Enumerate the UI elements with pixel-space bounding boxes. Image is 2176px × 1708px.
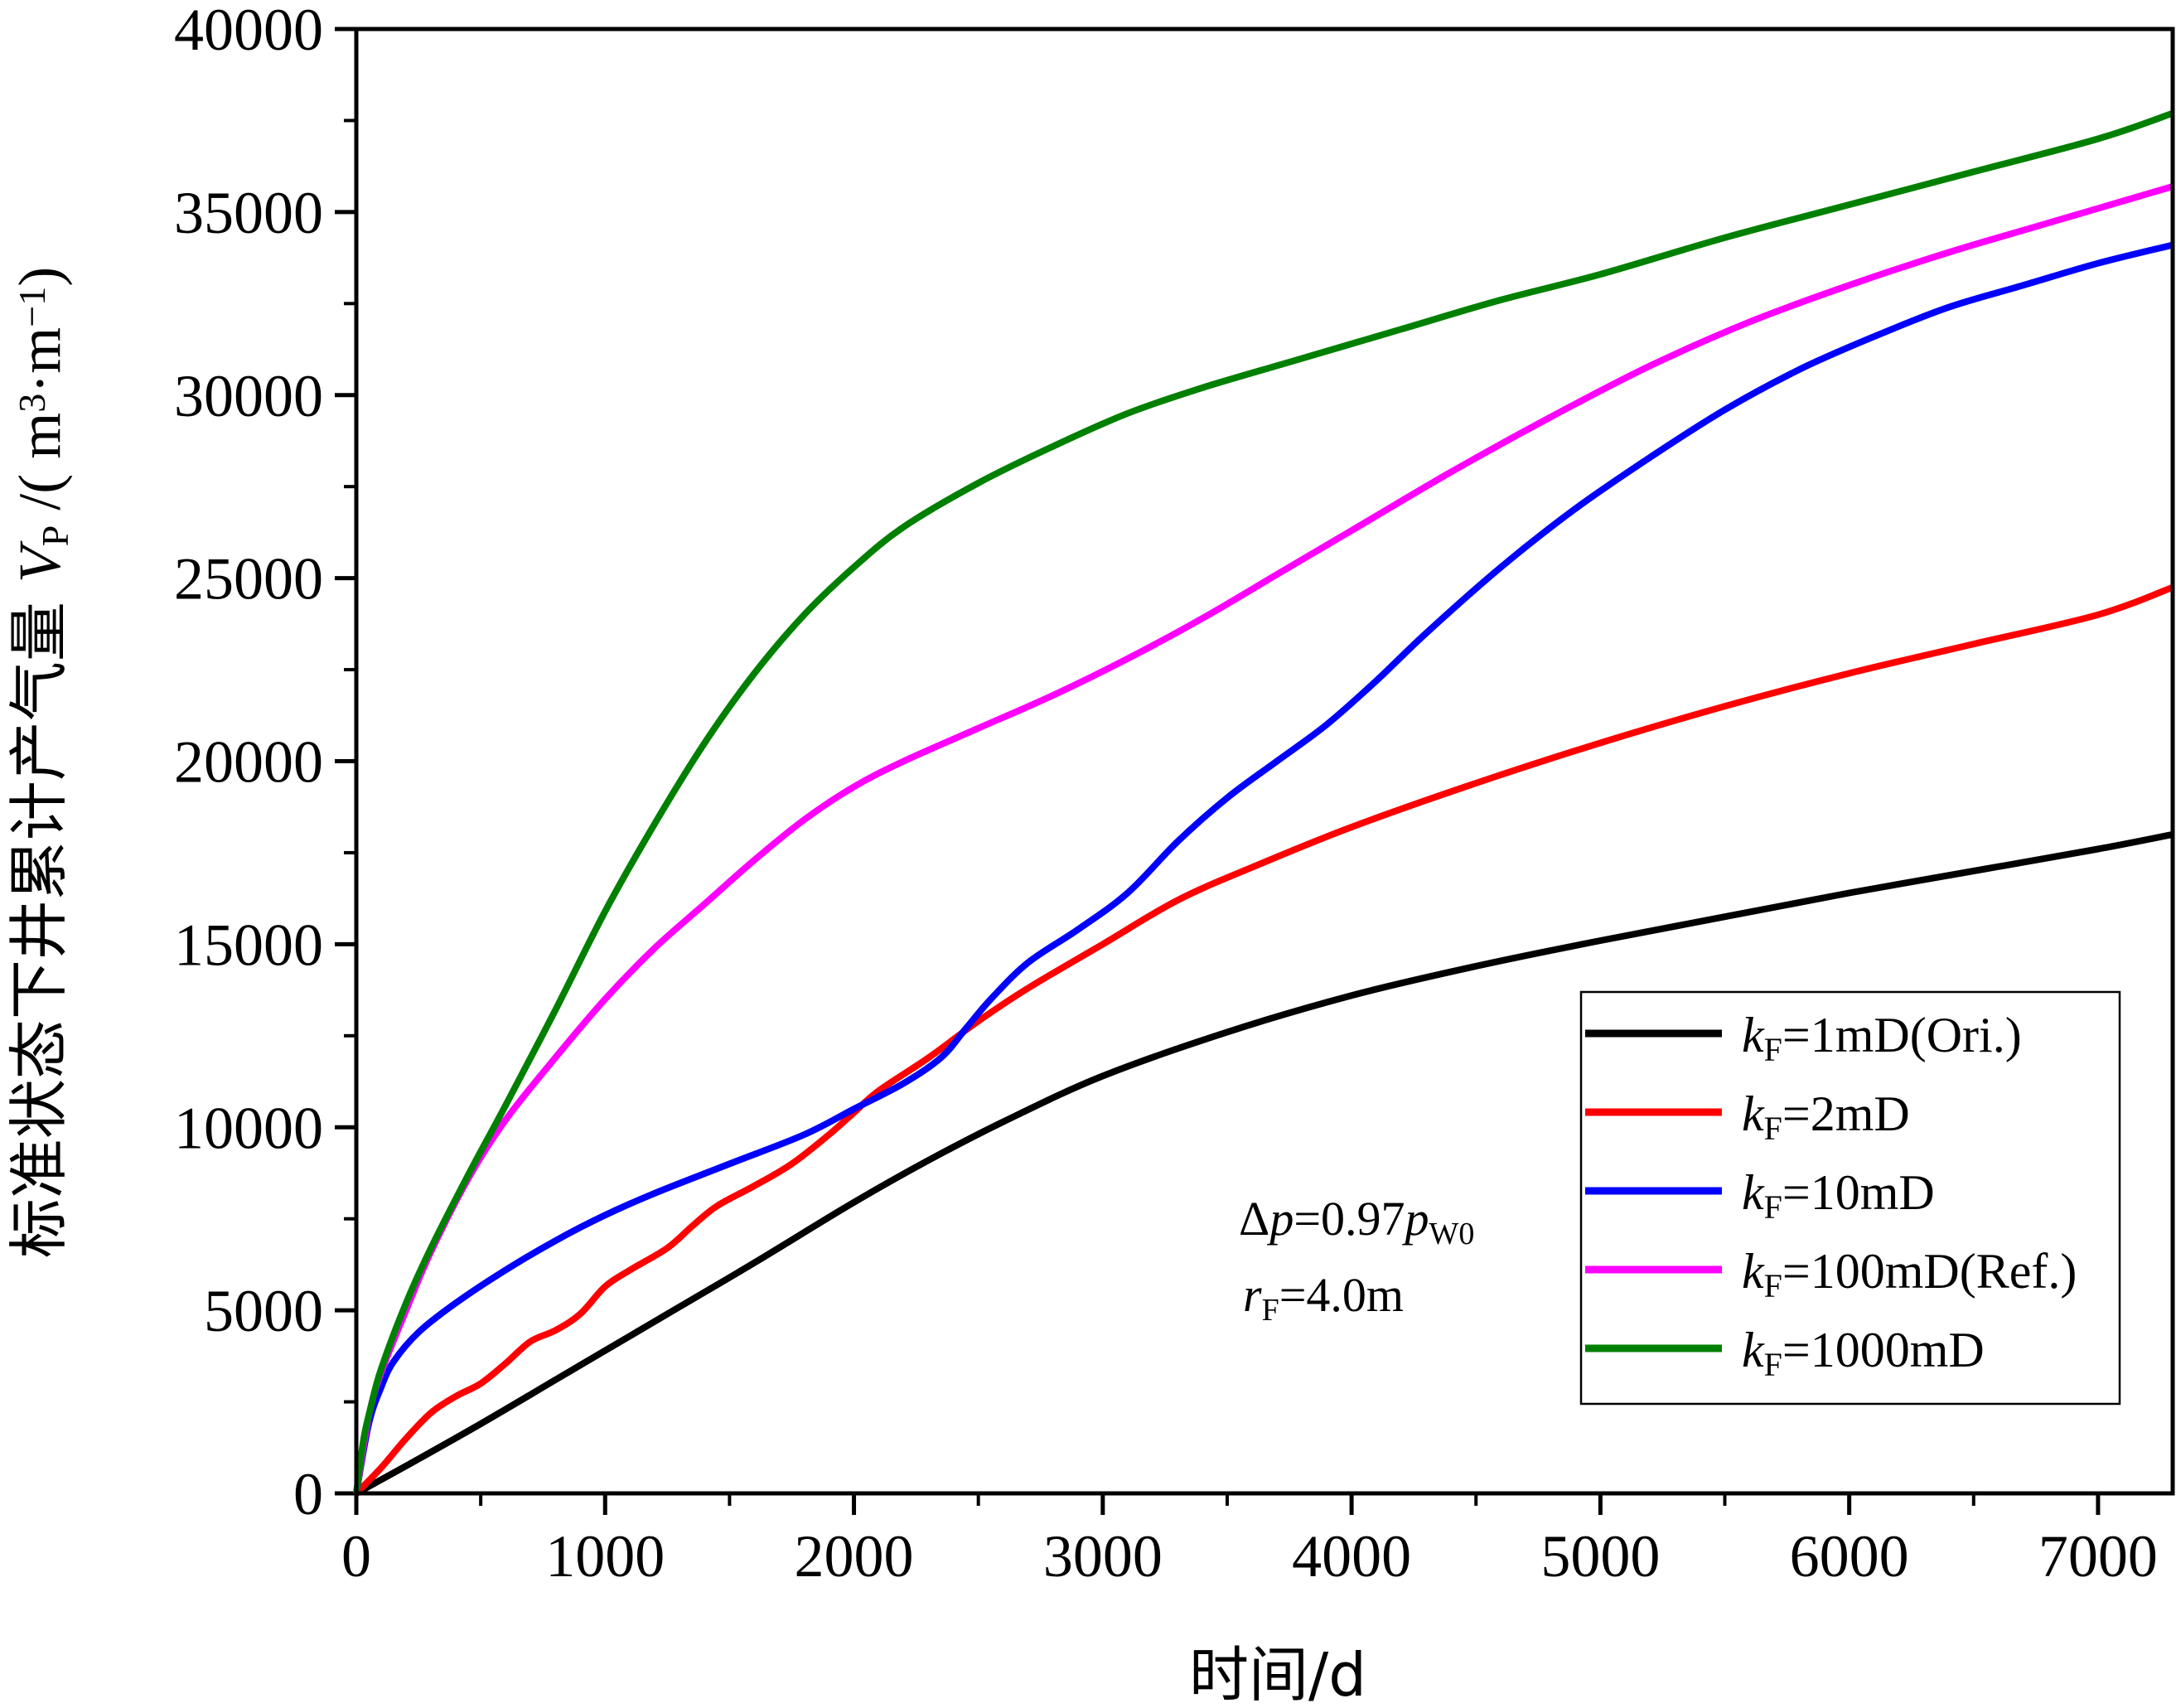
x-tick-label: 7000 [2038,1523,2158,1589]
annotation-delta: Δ [1239,1192,1269,1246]
legend-label-1: kF=2mD [1742,1086,1910,1147]
legend-label-var: k [1742,1008,1765,1062]
plot-frame [354,27,2175,1496]
y-tick-label: 35000 [174,180,323,246]
legend-label-sub: F [1764,1346,1782,1383]
y-tick-label: 25000 [174,546,323,612]
annotation-ratio: =0.97 [1294,1192,1405,1246]
series-lines [353,109,2174,1497]
annotation-var-p2: p [1402,1192,1429,1246]
annotation-radius: rF=4.0m [1243,1268,1404,1328]
y-tick-label: 30000 [174,363,323,429]
x-tick-label: 2000 [795,1523,914,1589]
legend-label-sub: F [1764,1110,1782,1147]
y-axis-title: 标准状态下井累计产气量 VP /( m3·m−1) [4,267,76,1258]
series-line-1 [354,583,2174,1496]
x-tick-label: 6000 [1790,1523,1909,1589]
series-line-4 [353,109,2174,1494]
y-axis-title-var-sub: P [34,525,76,547]
x-axis-title: 时间/d [1189,1640,1366,1708]
annotation: Δp=0.97pW0 rF=4.0m [1239,1192,1474,1328]
y-tick-label: 40000 [174,0,323,63]
legend-label-sub: F [1764,1188,1782,1226]
y-axis-title-unit-sup1: 3 [11,394,53,413]
legend: kF=1mD(Ori.)kF=2mDkF=10mDkF=100mD(Ref.)k… [1579,990,2121,1406]
legend-items: kF=1mD(Ori.)kF=2mDkF=10mDkF=100mD(Ref.)k… [1585,1008,2077,1383]
legend-label-text: =1000mD [1782,1323,1985,1377]
legend-label-text: =100mD(Ref.) [1782,1244,2077,1299]
y-axis-title-unit-open: /( m [7,413,73,525]
y-axis-title-prefix: 标准状态下井累计产气量 [4,583,74,1258]
legend-label-var: k [1742,1244,1765,1299]
legend-label-3: kF=100mD(Ref.) [1742,1244,2077,1304]
legend-label-0: kF=1mD(Ori.) [1742,1008,2022,1068]
annotation-pressure: Δp=0.97pW0 [1239,1192,1474,1251]
annotation-sub-f: F [1262,1293,1279,1328]
y-tick-label: 10000 [174,1095,323,1161]
legend-label-2: kF=10mD [1742,1165,1935,1226]
legend-label-text: =1mD(Ori.) [1782,1008,2022,1062]
x-tick-label: 4000 [1292,1523,1411,1589]
legend-label-4: kF=1000mD [1742,1323,1985,1383]
legend-label-var: k [1742,1165,1765,1220]
y-tick-label: 5000 [204,1278,323,1344]
y-tick-label: 0 [293,1461,323,1527]
annotation-radius-value: =4.0m [1279,1268,1404,1322]
y-axis-title-var: V [7,540,73,583]
legend-label-sub: F [1764,1031,1782,1068]
x-tick-label: 3000 [1043,1523,1163,1589]
x-tick-label: 5000 [1540,1523,1660,1589]
legend-label-text: =10mD [1782,1165,1935,1220]
tick-labels: 0 1000 2000 3000 4000 5000 6000 7000 0 5000 10000 1… [174,0,2158,1589]
legend-label-var: k [1742,1086,1765,1141]
legend-label-text: =2mD [1782,1086,1910,1141]
legend-box [1579,990,2121,1406]
series-line-2 [353,241,2174,1494]
annotation-var-p: p [1266,1192,1294,1246]
y-axis-title-unit-close: ) [7,267,73,287]
y-axis-title-unit-mid: ·m [7,327,73,394]
y-tick-label: 15000 [174,912,323,978]
legend-label-var: k [1742,1323,1765,1377]
x-tick-label: 0 [341,1523,371,1589]
series-line-0 [355,830,2174,1497]
annotation-sub-w0: W0 [1429,1217,1475,1251]
x-tick-label: 1000 [545,1523,665,1589]
y-axis-title-unit-sup2: −1 [11,287,53,327]
y-tick-label: 20000 [174,729,323,796]
annotation-var-r: r [1243,1268,1262,1322]
legend-label-sub: F [1764,1267,1782,1304]
